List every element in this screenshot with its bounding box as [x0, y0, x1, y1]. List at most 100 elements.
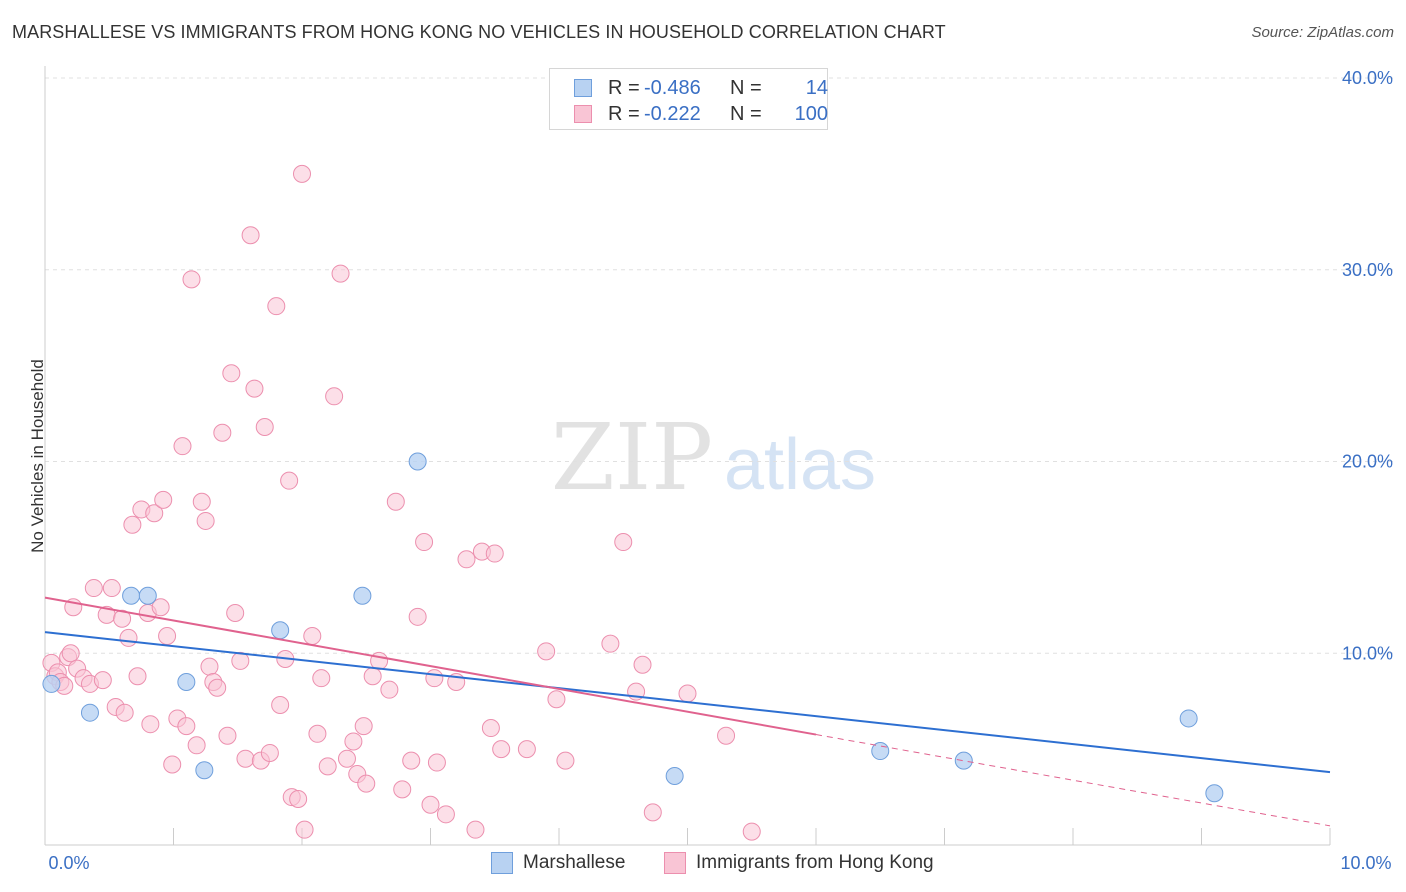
hong-kong-point	[742, 822, 761, 841]
hong-kong-point	[303, 626, 322, 645]
hong-kong-point	[363, 667, 382, 686]
hong-kong-point	[425, 669, 444, 688]
hong-kong-point	[547, 690, 566, 709]
hong-kong-point	[119, 628, 138, 647]
y-tick-label: 10.0%	[1342, 643, 1393, 663]
marshallese-point	[353, 586, 372, 605]
legend-n-label: N =	[730, 103, 762, 125]
marshallese-point	[1179, 709, 1198, 728]
correlation-legend: R = -0.486 N = 14 R = -0.222 N = 100	[549, 68, 828, 130]
hong-kong-point	[173, 437, 192, 456]
hong-kong-point	[245, 379, 264, 398]
hong-kong-point	[427, 753, 446, 772]
hong-kong-point	[325, 387, 344, 406]
hong-kong-point	[93, 671, 112, 690]
legend-n-label: N =	[730, 77, 762, 99]
hong-kong-point	[466, 820, 485, 839]
y-axis-label: No Vehicles in Household	[28, 359, 47, 553]
hong-kong-point	[267, 297, 286, 316]
hong-kong-point	[208, 678, 227, 697]
hong-kong-point	[226, 603, 245, 622]
hong-kong-point	[145, 504, 164, 523]
hong-kong-point	[260, 743, 279, 762]
hong-kong-point	[380, 680, 399, 699]
hong-kong-point	[344, 732, 363, 751]
hong-kong-point	[308, 724, 327, 743]
legend-swatch-marshallese	[574, 79, 592, 97]
y-tick-label: 30.0%	[1342, 260, 1393, 280]
hong-kong-point	[141, 715, 160, 734]
bottom-legend-label-hong-kong: Immigrants from Hong Kong	[696, 852, 934, 873]
hong-kong-trend-line	[44, 596, 817, 736]
legend-r-value: -0.222	[644, 103, 701, 125]
hong-kong-point	[231, 651, 250, 670]
hong-kong-point	[485, 544, 504, 563]
hong-kong-point	[312, 669, 331, 688]
hong-kong-point	[163, 755, 182, 774]
marshallese-point	[138, 586, 157, 605]
hong-kong-point	[402, 751, 421, 770]
hong-kong-point	[421, 795, 440, 814]
hong-kong-point	[196, 511, 215, 530]
y-tick-label: 40.0%	[1342, 68, 1393, 88]
hong-kong-point	[128, 667, 147, 686]
hong-kong-point	[255, 417, 274, 436]
watermark-atlas: atlas	[724, 425, 876, 505]
hong-kong-point	[187, 736, 206, 755]
source-label: Source: ZipAtlas.com	[1251, 24, 1394, 41]
marshallese-trend-line	[44, 631, 1331, 774]
hong-kong-point	[408, 607, 427, 626]
hong-kong-point	[517, 740, 536, 759]
legend-swatch-hong-kong	[574, 105, 592, 123]
gridlines	[45, 77, 1393, 654]
hong-kong-point	[113, 609, 132, 628]
marshallese-point	[271, 621, 290, 640]
hong-kong-point	[457, 550, 476, 569]
hong-kong-point	[222, 364, 241, 383]
hong-kong-point	[415, 533, 434, 552]
hong-kong-point	[192, 492, 211, 511]
marshallese-point	[408, 452, 427, 471]
hong-kong-point	[271, 696, 290, 715]
hong-kong-point	[151, 598, 170, 617]
hong-kong-point	[481, 719, 500, 738]
marshallese-point	[80, 703, 99, 722]
legend-n-value: 100	[794, 103, 828, 125]
hong-kong-points	[42, 164, 761, 841]
hong-kong-point	[537, 642, 556, 661]
hong-kong-point	[200, 657, 219, 676]
hong-kong-point	[182, 270, 201, 289]
hong-kong-point	[84, 579, 103, 598]
chart-title: MARSHALLESE VS IMMIGRANTS FROM HONG KONG…	[12, 22, 946, 42]
hong-kong-trend-line-dashed	[815, 734, 1331, 827]
hong-kong-point	[678, 684, 697, 703]
hong-kong-point	[556, 751, 575, 770]
hong-kong-point	[717, 726, 736, 745]
marshallese-point	[665, 766, 684, 785]
bottom-legend-swatch-hong-kong	[664, 852, 686, 874]
marshallese-point	[122, 586, 141, 605]
legend-r-label: R =	[608, 77, 640, 99]
hong-kong-point	[213, 423, 232, 442]
marshallese-point	[954, 751, 973, 770]
hong-kong-point	[177, 717, 196, 736]
hong-kong-point	[354, 717, 373, 736]
hong-kong-point	[331, 264, 350, 283]
hong-kong-point	[337, 749, 356, 768]
hong-kong-point	[289, 789, 308, 808]
hong-kong-point	[393, 780, 412, 799]
hong-kong-point	[318, 757, 337, 776]
trend-lines	[44, 596, 1331, 827]
x-tick-label: 10.0%	[1340, 853, 1391, 873]
marshallese-points	[42, 452, 1224, 803]
marshallese-point	[1205, 784, 1224, 803]
legend-r-value: -0.486	[644, 77, 701, 99]
hong-kong-point	[357, 774, 376, 793]
hong-kong-point	[280, 471, 299, 490]
tick-labels: 10.0% 20.0% 30.0% 40.0% 0.0% 10.0%	[48, 68, 1393, 873]
watermark-zip: ZIP	[551, 404, 713, 511]
marshallese-point	[42, 674, 61, 693]
bottom-legend-label-marshallese: Marshallese	[523, 852, 626, 873]
hong-kong-point	[601, 634, 620, 653]
